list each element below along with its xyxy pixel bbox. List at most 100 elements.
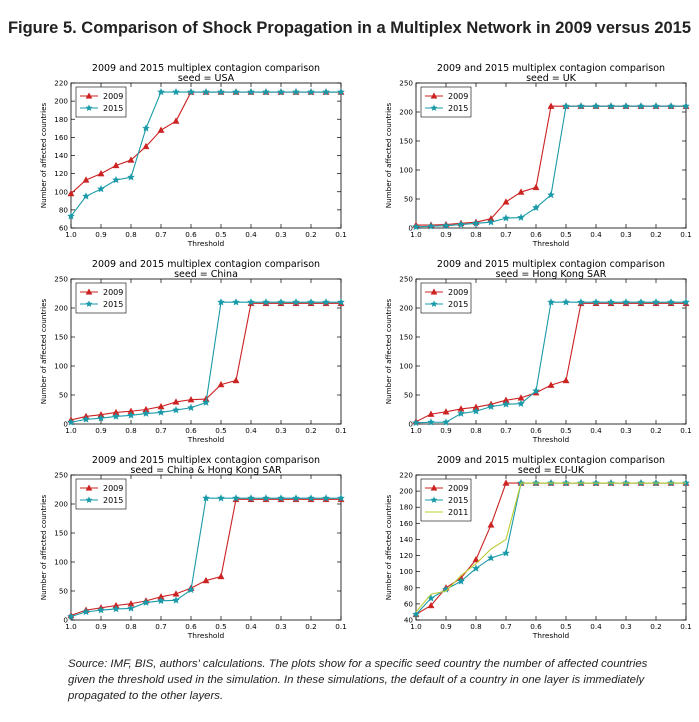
x-tick-label: 0.8 bbox=[470, 426, 482, 435]
x-tick-label: 0.6 bbox=[530, 426, 542, 435]
x-tick-label: 1.0 bbox=[410, 622, 422, 631]
chart-panel-usa: 2009 and 2015 multiplex contagion compar… bbox=[25, 60, 365, 250]
y-tick-label: 200 bbox=[399, 304, 413, 313]
legend-box bbox=[420, 282, 472, 314]
x-tick-label: 0.4 bbox=[590, 426, 602, 435]
data-point-2015 bbox=[667, 102, 675, 110]
y-tick-label: 0 bbox=[63, 616, 68, 625]
legend-label: 2009 bbox=[103, 92, 123, 101]
data-point-2015 bbox=[502, 214, 510, 222]
data-point-2015 bbox=[322, 298, 330, 306]
data-point-2009 bbox=[127, 156, 135, 163]
y-tick-label: 40 bbox=[404, 616, 414, 625]
data-point-2015 bbox=[457, 577, 465, 585]
legend-label: 2009 bbox=[103, 484, 123, 493]
x-tick-label: 0.1 bbox=[680, 426, 691, 435]
data-point-2015 bbox=[157, 408, 165, 416]
y-tick-label: 60 bbox=[59, 224, 69, 233]
y-tick-label: 50 bbox=[59, 587, 69, 596]
x-axis-label: Threshold bbox=[532, 239, 570, 248]
data-point-2015 bbox=[472, 407, 480, 415]
legend-label: 2011 bbox=[448, 508, 468, 517]
y-tick-label: 220 bbox=[399, 471, 413, 480]
x-tick-label: 0.9 bbox=[440, 426, 452, 435]
data-point-2015 bbox=[292, 494, 300, 502]
y-tick-label: 200 bbox=[54, 97, 68, 106]
chart-hong-kong-sar: 2009 and 2015 multiplex contagion compar… bbox=[384, 259, 692, 444]
y-tick-label: 100 bbox=[54, 187, 68, 196]
data-point-2015 bbox=[412, 610, 420, 618]
x-tick-label: 0.4 bbox=[245, 622, 257, 631]
x-axis-label: Threshold bbox=[187, 435, 225, 444]
x-tick-label: 1.0 bbox=[410, 230, 422, 239]
legend-swatch-marker bbox=[430, 484, 438, 491]
chart-panel-hong-kong-sar: 2009 and 2015 multiplex contagion compar… bbox=[370, 256, 699, 446]
x-tick-label: 0.3 bbox=[275, 230, 286, 239]
data-point-2015 bbox=[82, 607, 90, 616]
chart-eu-uk: 2009 and 2015 multiplex contagion compar… bbox=[384, 455, 692, 640]
data-point-2015 bbox=[667, 298, 675, 306]
data-point-2015 bbox=[592, 102, 600, 110]
x-tick-label: 0.7 bbox=[500, 426, 511, 435]
x-tick-label: 0.6 bbox=[530, 622, 542, 631]
chart-subtitle: seed = China & Hong Kong SAR bbox=[130, 465, 282, 476]
data-point-2015 bbox=[82, 415, 90, 423]
data-point-2009 bbox=[142, 142, 150, 150]
data-point-2015 bbox=[262, 298, 270, 306]
data-point-2015 bbox=[637, 298, 645, 306]
x-axis-label: Threshold bbox=[532, 631, 570, 640]
x-tick-label: 1.0 bbox=[410, 426, 422, 435]
data-point-2015 bbox=[112, 175, 120, 184]
x-tick-label: 0.9 bbox=[440, 230, 452, 239]
chart-panel-eu-uk: 2009 and 2015 multiplex contagion compar… bbox=[370, 452, 699, 642]
x-tick-label: 0.3 bbox=[620, 230, 631, 239]
data-point-2015 bbox=[307, 87, 315, 96]
data-point-2015 bbox=[157, 596, 165, 605]
x-axis-label: Threshold bbox=[187, 239, 225, 248]
data-point-2015 bbox=[502, 549, 510, 557]
data-point-2015 bbox=[487, 553, 495, 562]
data-point-2015 bbox=[187, 403, 195, 412]
x-tick-label: 0.4 bbox=[245, 230, 257, 239]
x-tick-label: 1.0 bbox=[65, 426, 77, 435]
y-tick-label: 140 bbox=[399, 535, 413, 544]
x-tick-label: 0.8 bbox=[125, 230, 137, 239]
data-point-2015 bbox=[517, 213, 525, 221]
data-point-2009 bbox=[172, 398, 180, 405]
data-point-2015 bbox=[517, 399, 525, 408]
data-point-2015 bbox=[307, 298, 315, 306]
x-tick-label: 0.8 bbox=[470, 622, 482, 631]
y-tick-label: 140 bbox=[54, 151, 68, 160]
data-point-2009 bbox=[562, 376, 570, 384]
y-tick-label: 200 bbox=[54, 304, 68, 313]
data-point-2009 bbox=[97, 169, 105, 177]
y-tick-label: 150 bbox=[54, 333, 68, 342]
chart-china: 2009 and 2015 multiplex contagion compar… bbox=[39, 259, 347, 444]
chart-china-hong-kong-sar: 2009 and 2015 multiplex contagion compar… bbox=[39, 455, 347, 640]
data-point-2015 bbox=[277, 298, 285, 306]
data-point-2015 bbox=[277, 494, 285, 502]
x-tick-label: 0.2 bbox=[650, 622, 661, 631]
data-point-2009 bbox=[532, 183, 540, 191]
data-point-2009 bbox=[187, 395, 195, 403]
data-point-2009 bbox=[517, 188, 525, 195]
legend-swatch-marker bbox=[85, 496, 93, 504]
y-tick-label: 100 bbox=[399, 567, 413, 576]
data-point-2015 bbox=[97, 414, 105, 422]
data-point-2015 bbox=[472, 219, 480, 227]
y-tick-label: 150 bbox=[54, 529, 68, 538]
chart-uk: 2009 and 2015 multiplex contagion compar… bbox=[384, 63, 692, 248]
data-point-2015 bbox=[652, 102, 660, 110]
chart-panel-china-hong-kong-sar: 2009 and 2015 multiplex contagion compar… bbox=[25, 452, 365, 642]
data-point-2015 bbox=[247, 298, 255, 306]
chart-subtitle: seed = China bbox=[174, 269, 238, 280]
x-tick-label: 0.7 bbox=[155, 622, 166, 631]
data-point-2015 bbox=[637, 102, 645, 110]
data-point-2015 bbox=[547, 190, 555, 199]
data-point-2015 bbox=[532, 386, 540, 395]
data-point-2015 bbox=[202, 398, 210, 406]
data-point-2009 bbox=[202, 576, 210, 584]
x-tick-label: 0.7 bbox=[500, 622, 511, 631]
data-point-2015 bbox=[607, 102, 615, 110]
x-tick-label: 0.8 bbox=[125, 426, 137, 435]
